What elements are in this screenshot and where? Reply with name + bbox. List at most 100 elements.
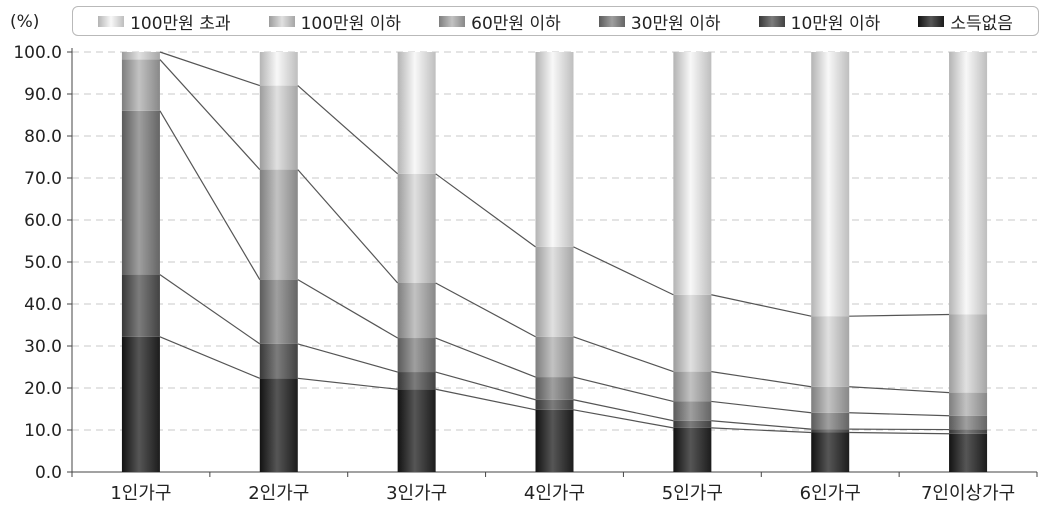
legend-item-under-30: 30만원 이하 xyxy=(598,9,721,34)
bar-segment xyxy=(397,389,436,472)
legend-label-under-100: 100만원 이하 xyxy=(300,13,402,34)
legend-label-over-100: 100만원 초과 xyxy=(130,13,231,34)
bar-segment xyxy=(811,432,850,472)
bar-segment xyxy=(673,420,712,428)
bar-segment xyxy=(535,246,574,337)
connector-line xyxy=(297,279,398,339)
bar-segment xyxy=(397,283,436,339)
y-tick-label: 20.0 xyxy=(24,379,62,399)
bar-segment xyxy=(673,294,712,372)
connector-line xyxy=(711,427,812,434)
bar-segment xyxy=(121,336,160,472)
legend-item-over-100: 100만원 초과 xyxy=(98,9,230,34)
bar-segment xyxy=(259,279,298,344)
y-tick-label: 40.0 xyxy=(24,295,62,315)
legend-swatch-under-30 xyxy=(598,15,625,27)
legend-label-under-60: 60만원 이하 xyxy=(471,13,561,34)
legend-swatch-under-10 xyxy=(758,15,785,27)
x-tick-label: 3인가구 xyxy=(386,483,447,504)
bar-segment xyxy=(673,427,712,472)
connector-line xyxy=(435,173,536,248)
bar-segment xyxy=(535,409,574,472)
connector-line xyxy=(849,431,950,435)
y-axis-unit-label: (%) xyxy=(10,12,40,32)
connector-line xyxy=(573,409,674,429)
bar-segment xyxy=(259,85,298,170)
bar-segment xyxy=(949,392,988,416)
y-tick-label: 70.0 xyxy=(24,169,62,189)
connector-line xyxy=(297,85,399,175)
connector-line xyxy=(159,110,261,280)
legend-item-under-60: 60만원 이하 xyxy=(439,9,561,34)
bar-segment xyxy=(949,415,988,430)
y-tick-label: 50.0 xyxy=(24,253,62,273)
connector-line xyxy=(573,336,674,373)
bar-segment xyxy=(673,52,712,295)
connector-line xyxy=(573,246,674,296)
connector-line xyxy=(849,386,950,394)
connector-line xyxy=(159,59,261,171)
bar-segment xyxy=(121,52,160,60)
connector-line xyxy=(159,51,260,87)
connector-line xyxy=(159,274,261,345)
bar-segment xyxy=(259,343,298,379)
x-tick-label: 2인가구 xyxy=(248,483,309,504)
legend-swatch-under-60 xyxy=(439,15,466,27)
legend-swatch-under-100 xyxy=(268,15,295,27)
legend-label-no-income: 소득없음 xyxy=(950,13,1013,34)
connector-line xyxy=(711,371,812,388)
connector-line xyxy=(297,377,398,390)
bar-segment xyxy=(259,52,298,86)
bar-segment xyxy=(121,110,160,275)
bar-segment xyxy=(811,316,850,387)
bar-segment xyxy=(121,274,160,337)
x-tick-label: 1인가구 xyxy=(110,483,171,504)
bar-segment xyxy=(673,401,712,421)
y-tick-label: 60.0 xyxy=(24,211,62,231)
connector-line xyxy=(573,399,674,422)
bar-segment xyxy=(259,378,298,472)
connector-lines xyxy=(159,51,950,435)
legend-label-under-10: 10만원 이하 xyxy=(790,13,881,34)
connector-line xyxy=(573,376,674,403)
bar-segment xyxy=(949,314,988,393)
bar-segment xyxy=(397,173,436,283)
bar-segment xyxy=(811,386,850,413)
legend-item-no-income: 소득없음 xyxy=(918,9,1013,34)
legend-item-under-100: 100만원 이하 xyxy=(268,9,402,34)
connector-line xyxy=(849,313,950,317)
legend-label-under-30: 30만원 이하 xyxy=(630,13,721,34)
y-tick-label: 90.0 xyxy=(24,85,62,105)
bar-segment xyxy=(397,338,436,373)
connector-line xyxy=(711,294,812,317)
bar-segment xyxy=(949,429,988,434)
connector-line xyxy=(711,400,812,414)
y-tick-label: 0.0 xyxy=(35,463,62,483)
tick-labels: 0.0 10.0 20.0 30.0 40.0 50.0 60.0 70.0 80.0 90.0 1… xyxy=(13,43,1015,504)
legend-swatch-no-income xyxy=(918,15,945,27)
y-tick-label: 80.0 xyxy=(24,127,62,147)
bar-segment xyxy=(811,412,850,430)
bar-segment xyxy=(949,52,988,315)
bar-segment xyxy=(811,52,850,317)
x-tick-label: 7인이상가구 xyxy=(921,483,1015,504)
bar-segment xyxy=(949,433,988,472)
connector-line xyxy=(435,282,536,338)
bar-segment xyxy=(259,169,298,280)
bar-segment xyxy=(535,336,574,378)
bars xyxy=(121,52,988,472)
legend-swatch-over-100 xyxy=(98,15,125,27)
bar-segment xyxy=(535,377,574,400)
connector-line xyxy=(711,420,812,430)
connector-line xyxy=(159,336,261,379)
connector-line xyxy=(435,337,536,378)
connector-line xyxy=(849,412,950,417)
bar-segment xyxy=(121,59,160,111)
connector-line xyxy=(435,388,536,411)
x-tick-label: 5인가구 xyxy=(662,483,723,504)
legend-item-under-10: 10만원 이하 xyxy=(758,9,881,34)
connector-line xyxy=(435,371,536,401)
bar-segment xyxy=(811,429,850,433)
bar-segment xyxy=(397,52,436,174)
